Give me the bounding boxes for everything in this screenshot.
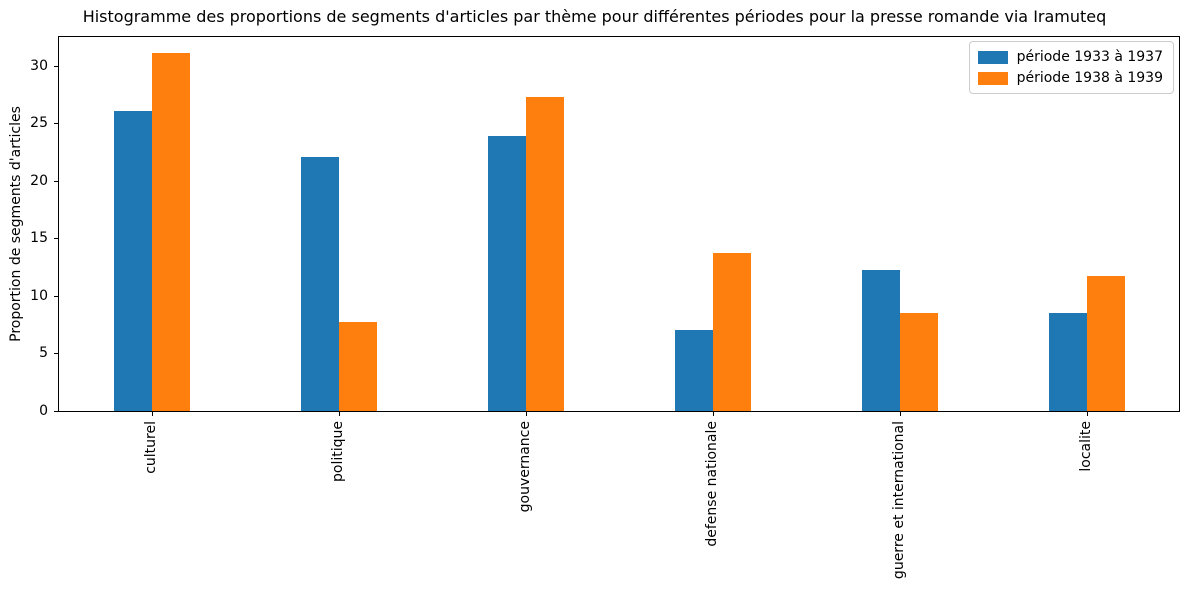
x-tick-mark <box>152 412 153 416</box>
legend-item-period-1933-1937: période 1933 à 1937 <box>977 49 1163 65</box>
legend-swatch-blue <box>977 50 1008 64</box>
x-tick-mark <box>900 412 901 416</box>
x-tick-label-localite: localite <box>1078 421 1094 472</box>
legend-label: période 1938 à 1939 <box>1016 70 1163 86</box>
legend: période 1933 à 1937 période 1938 à 1939 <box>968 41 1174 94</box>
y-axis-label: Proportion de segments d'articles <box>8 106 24 342</box>
x-tick-mark <box>713 412 714 416</box>
y-tick-label: 25 <box>30 115 48 132</box>
y-tick-mark <box>54 65 58 67</box>
bar-blue-guerre-et-international <box>862 270 900 411</box>
x-tick-label-politique: politique <box>330 421 346 482</box>
chart-title: Histogramme des proportions de segments … <box>82 7 1107 26</box>
y-tick-label: 0 <box>39 403 48 419</box>
y-tick-mark <box>54 411 58 412</box>
y-tick-label: 10 <box>30 287 48 304</box>
x-tick-label-defense-nationale: defense nationale <box>704 421 720 547</box>
legend-item-period-1938-1939: période 1938 à 1939 <box>977 70 1163 86</box>
bar-orange-gouvernance <box>526 97 564 411</box>
bar-blue-localite <box>1049 313 1087 411</box>
bar-orange-defense-nationale <box>713 253 751 411</box>
bar-blue-politique <box>301 157 339 411</box>
y-tick-mark <box>54 353 58 355</box>
legend-label: période 1933 à 1937 <box>1016 49 1163 65</box>
y-tick-label: 30 <box>30 57 48 74</box>
plot-area: période 1933 à 1937 période 1938 à 1939 <box>58 36 1180 412</box>
x-tick-mark <box>1087 412 1088 416</box>
bar-blue-defense-nationale <box>675 330 713 411</box>
x-tick-label-culturel: culturel <box>143 421 159 474</box>
x-tick-mark <box>339 412 340 416</box>
y-tick-label: 15 <box>30 230 48 247</box>
y-tick-mark <box>54 295 58 297</box>
bar-blue-culturel <box>114 111 152 411</box>
bar-orange-guerre-et-international <box>900 313 938 411</box>
y-tick-mark <box>54 180 58 182</box>
y-tick-mark <box>54 238 58 240</box>
bar-orange-culturel <box>152 53 190 411</box>
bar-orange-politique <box>339 322 377 411</box>
bar-orange-localite <box>1087 276 1125 411</box>
x-tick-mark <box>526 412 527 416</box>
bar-blue-gouvernance <box>488 136 526 411</box>
y-tick-mark <box>54 123 58 125</box>
x-tick-label-gouvernance: gouvernance <box>517 421 533 513</box>
y-tick-label: 20 <box>30 172 48 189</box>
x-tick-label-guerre-et-international: guerre et international <box>891 421 907 580</box>
y-tick-label: 5 <box>39 345 48 362</box>
legend-swatch-orange <box>977 71 1008 85</box>
